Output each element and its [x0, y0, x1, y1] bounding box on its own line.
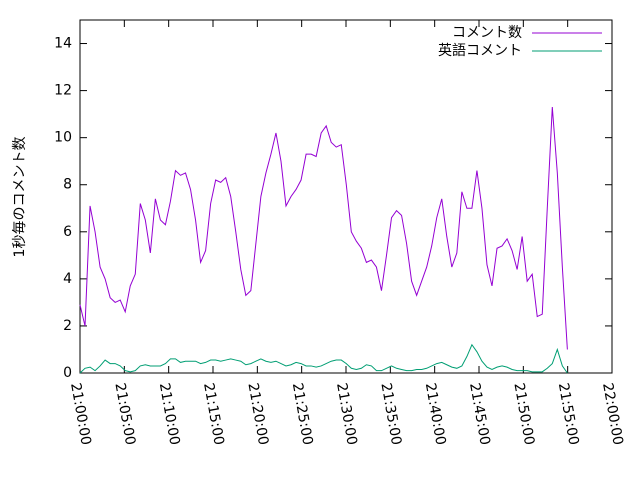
- series-line: [79, 343, 568, 374]
- plot-border: [79, 19, 613, 374]
- x-tick-label: 21:05:00: [111, 382, 138, 447]
- series-line: [79, 107, 568, 350]
- legend-label: 英語コメント: [438, 42, 522, 59]
- x-tick-label: 21:35:00: [377, 382, 404, 447]
- y-axis-label: 1秒毎のコメント数: [12, 137, 28, 258]
- x-tick-label: 21:45:00: [466, 382, 493, 447]
- x-tick-label: 21:25:00: [289, 382, 316, 447]
- x-tick-label: 21:00:00: [67, 382, 94, 447]
- y-tick-label: 2: [63, 318, 72, 334]
- y-tick-label: 10: [54, 130, 72, 146]
- x-tick-label: 21:55:00: [555, 382, 582, 447]
- x-tick-label: 21:40:00: [422, 382, 449, 447]
- y-tick-label: 0: [63, 365, 72, 381]
- y-tick-label: 4: [63, 271, 72, 287]
- x-tick-label: 22:00:00: [599, 382, 626, 447]
- x-tick-label: 21:50:00: [510, 382, 537, 447]
- x-tick-label: 21:20:00: [244, 382, 271, 447]
- legend-label: コメント数: [452, 25, 522, 41]
- x-tick-label: 21:15:00: [200, 382, 227, 447]
- x-tick-label: 21:10:00: [156, 382, 183, 447]
- y-tick-label: 6: [63, 224, 72, 240]
- y-tick-label: 12: [54, 83, 72, 99]
- y-tick-label: 14: [54, 36, 72, 52]
- y-tick-label: 8: [63, 177, 72, 193]
- x-tick-label: 21:30:00: [333, 382, 360, 447]
